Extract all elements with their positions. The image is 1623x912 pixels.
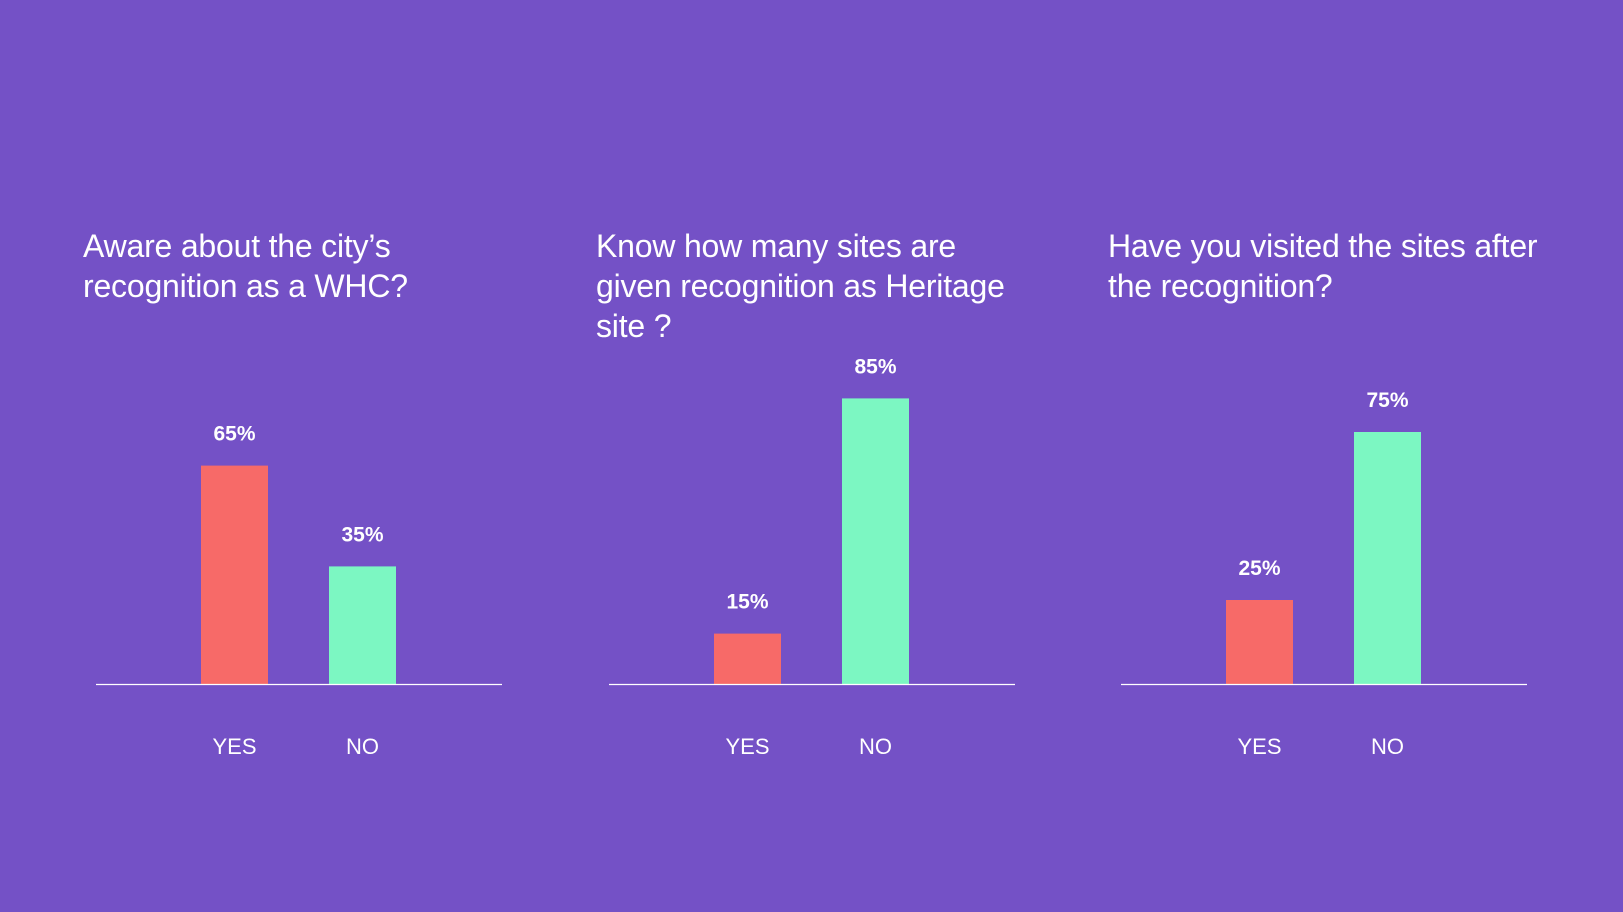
chart-panel-awareness: Aware about the city’s recognition as a …	[83, 0, 523, 912]
category-label-no: NO	[1371, 734, 1404, 759]
category-label-yes: YES	[212, 734, 256, 759]
category-label-yes: YES	[725, 734, 769, 759]
bar-no	[329, 566, 396, 684]
value-label-yes: 15%	[726, 591, 768, 614]
category-label-yes: YES	[1237, 734, 1281, 759]
category-label-no: NO	[346, 734, 379, 759]
chart-title: Have you visited the sites after the rec…	[1108, 228, 1538, 304]
bar-yes	[201, 465, 268, 684]
bar-no	[842, 398, 909, 684]
bar-yes	[714, 633, 781, 684]
value-label-no: 85%	[854, 355, 896, 378]
value-label-yes: 25%	[1238, 557, 1280, 580]
bar-chart-site-count: 15% YES 85% NO	[609, 355, 1015, 759]
category-label-no: NO	[859, 734, 892, 759]
chart-title: Know how many sites are given recognitio…	[596, 228, 1005, 344]
value-label-yes: 65%	[213, 423, 255, 446]
chart-title: Aware about the city’s recognition as a …	[83, 228, 408, 304]
value-label-no: 75%	[1366, 389, 1408, 412]
bar-chart-awareness: 65% YES 35% NO	[96, 423, 502, 759]
value-label-no: 35%	[341, 523, 383, 546]
chart-panel-site-count: Know how many sites are given recognitio…	[596, 0, 1036, 912]
bar-no	[1354, 432, 1421, 684]
bar-yes	[1226, 600, 1293, 684]
bar-chart-visited: 25% YES 75% NO	[1121, 389, 1527, 759]
chart-panel-visited: Have you visited the sites after the rec…	[1108, 0, 1548, 912]
